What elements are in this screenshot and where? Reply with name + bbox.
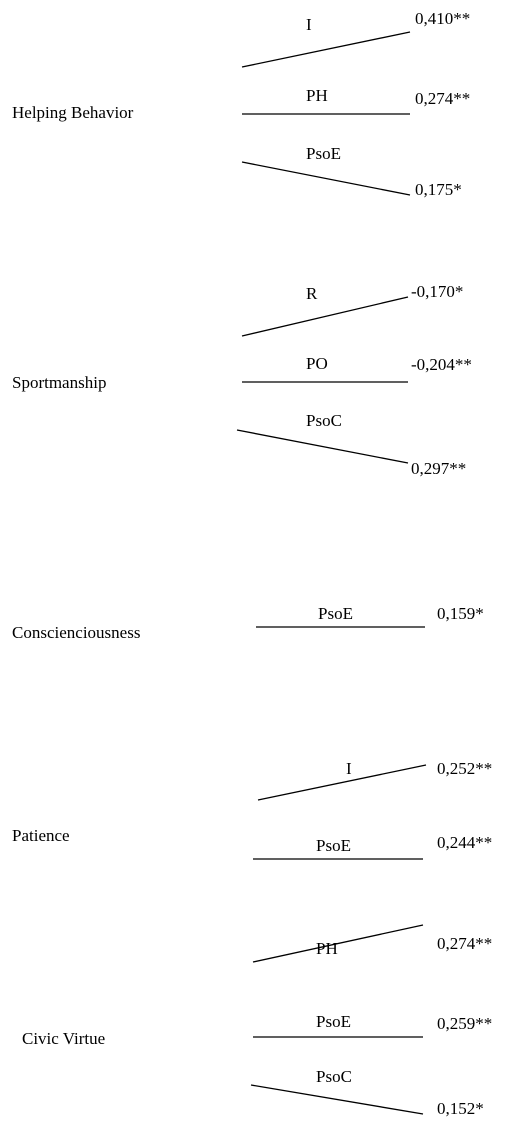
path-label: R (306, 284, 318, 303)
coefficient-value: 0,259** (437, 1014, 493, 1033)
path-line (236, 429, 409, 464)
group-label-patience: Patience (12, 826, 70, 845)
path-line (257, 764, 427, 801)
group-label-civic-virtue: Civic Virtue (22, 1029, 106, 1048)
path-line (241, 31, 411, 68)
path-label: PO (306, 354, 328, 373)
path-label: I (346, 759, 352, 778)
coefficient-value: 0,244** (437, 833, 493, 852)
path-label: PsoC (316, 1067, 352, 1086)
path-label: PsoC (306, 411, 342, 430)
coefficient-value: -0,170* (411, 282, 464, 301)
path-line (241, 161, 411, 196)
path-label: I (306, 15, 312, 34)
coefficient-value: 0,152* (437, 1099, 484, 1118)
coefficient-value: 0,175* (415, 180, 462, 199)
coefficient-value: 0,252** (437, 759, 493, 778)
coefficient-value: 0,274** (437, 934, 493, 953)
path-label: PH (306, 86, 328, 105)
path-label: PsoE (318, 604, 353, 623)
path-label: PsoE (316, 836, 351, 855)
path-label: PsoE (316, 1012, 351, 1031)
path-label: PH (316, 939, 338, 958)
path-label: PsoE (306, 144, 341, 163)
coefficient-value: 0,297** (411, 459, 467, 478)
path-line (241, 296, 409, 337)
path-line (250, 1084, 424, 1115)
coefficient-value: 0,274** (415, 89, 471, 108)
coefficient-value: 0,410** (415, 9, 471, 28)
group-label-helping-behavior: Helping Behavior (12, 103, 134, 122)
coefficient-value: 0,159* (437, 604, 484, 623)
coefficient-value: -0,204** (411, 355, 472, 374)
path-line (252, 924, 424, 963)
group-label-conscienciousness: Conscienciousness (12, 623, 141, 642)
group-label-sportmanship: Sportmanship (12, 373, 107, 392)
